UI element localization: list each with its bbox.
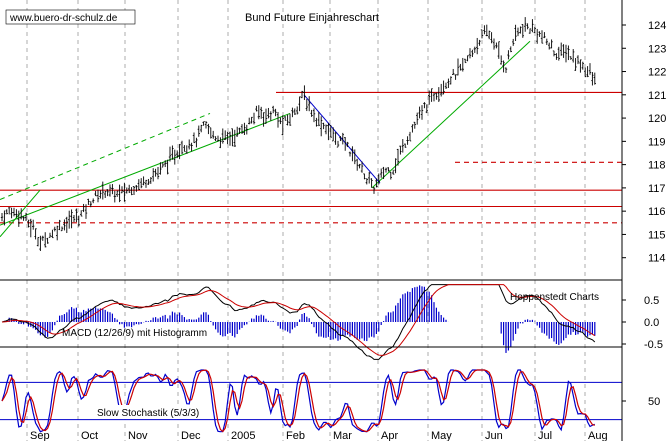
y-tick-label: 117 bbox=[648, 183, 666, 195]
stochastic-levels bbox=[0, 381, 622, 421]
price-panel: 114 115 116 117 118 119 120 121 122 123 124 bbox=[0, 17, 666, 265]
x-tick-label: Oct bbox=[81, 430, 98, 441]
y-tick-label: 114 bbox=[648, 253, 666, 265]
x-tick-label: Apr bbox=[381, 430, 398, 441]
x-tick-label: Sep bbox=[30, 430, 50, 441]
macd-y-tick-label: 0.5 bbox=[644, 295, 659, 307]
x-tick-label: Jun bbox=[485, 430, 503, 441]
macd-y-tick-label: 0.0 bbox=[644, 317, 659, 329]
x-tick-label: May bbox=[431, 430, 452, 441]
y-tick-label: 118 bbox=[648, 160, 666, 172]
y-tick-label: 123 bbox=[648, 43, 666, 55]
y-tick-label: 115 bbox=[648, 229, 666, 241]
stochastic-d-line bbox=[1, 369, 595, 433]
stochastic-y-axis: 50 bbox=[622, 396, 660, 408]
macd-signal-line bbox=[1, 284, 596, 356]
x-tick-label: 2005 bbox=[231, 430, 255, 441]
macd-y-tick-label: -0.5 bbox=[644, 339, 663, 351]
x-axis: Sep Oct Nov Dec 2005 Feb Mar Apr May Jun Jul Aug bbox=[30, 430, 608, 441]
y-tick-label: 122 bbox=[648, 67, 666, 79]
trend-line bbox=[0, 112, 211, 200]
price-y-axis: 114 115 116 117 118 119 120 121 122 123 124 bbox=[622, 20, 666, 265]
stochastic-panel: 50 bbox=[0, 369, 660, 433]
x-tick-label: Jul bbox=[538, 430, 552, 441]
stochastic-label: Slow Stochastik (5/3/3) bbox=[97, 408, 199, 419]
stochastic-y-tick-label: 50 bbox=[648, 396, 660, 408]
watermark: www.buero-dr-schulz.de bbox=[9, 13, 118, 24]
x-tick-label: Nov bbox=[128, 430, 148, 441]
stochastic-k-line bbox=[1, 369, 596, 433]
watermark-box bbox=[5, 9, 136, 25]
trend-line bbox=[303, 94, 381, 184]
stochastic-label-bg bbox=[95, 405, 210, 419]
trend-line bbox=[0, 189, 41, 238]
macd-label: MACD (12/26/9) mit Histogramm bbox=[62, 328, 207, 339]
horizontal-lines bbox=[0, 91, 622, 224]
macd-histogram bbox=[3, 285, 596, 353]
source-label: Hoppenstedt Charts bbox=[510, 292, 599, 303]
x-tick-label: Feb bbox=[286, 430, 305, 441]
y-tick-label: 124 bbox=[648, 20, 666, 32]
y-tick-label: 116 bbox=[648, 206, 666, 218]
y-tick-label: 120 bbox=[648, 113, 666, 125]
x-tick-label: Mar bbox=[333, 430, 352, 441]
x-tick-label: Aug bbox=[588, 430, 608, 441]
y-tick-label: 121 bbox=[648, 90, 666, 102]
macd-panel: 0.5 0.0 -0.5 bbox=[1, 284, 663, 360]
macd-y-axis: 0.5 0.0 -0.5 bbox=[622, 295, 663, 351]
price-bars bbox=[0, 17, 596, 251]
x-tick-label: Dec bbox=[181, 430, 201, 441]
y-tick-label: 119 bbox=[648, 136, 666, 148]
chart-title: Bund Future Einjahreschart bbox=[245, 12, 379, 24]
